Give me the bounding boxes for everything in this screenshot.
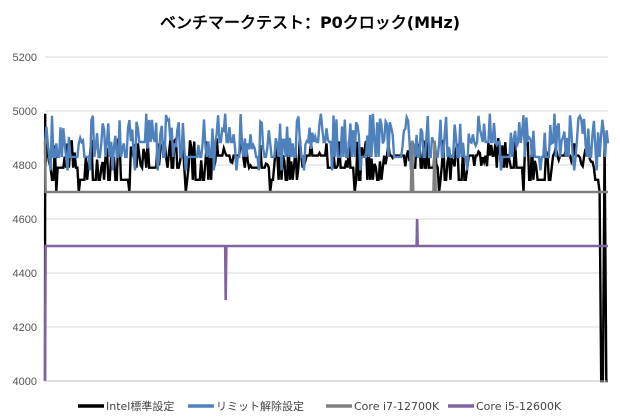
legend-item: Intel標準設定 (78, 399, 174, 413)
y-tick-label: 4200 (13, 322, 37, 334)
series-line (43, 113, 608, 383)
y-tick-label: 5000 (13, 106, 37, 118)
chart-title: ベンチマークテスト：P0クロック(MHz) (160, 13, 460, 32)
y-tick-label: 4400 (13, 268, 37, 280)
y-axis: 4000 4200 4400 4600 4800 5000 5200 (13, 52, 608, 388)
series-line (43, 112, 610, 171)
legend-item: リミット解除設定 (188, 399, 304, 413)
legend-label: リミット解除設定 (216, 399, 304, 413)
series-line (43, 218, 608, 382)
y-tick-label: 5200 (13, 52, 37, 64)
legend-label: Core i7-12700K (354, 400, 440, 413)
legend-item: Core i7-12700K (326, 400, 440, 413)
legend: Intel標準設定 リミット解除設定 Core i7-12700K Core i5-1… (78, 399, 562, 413)
legend-label: Core i5-12600K (476, 400, 562, 413)
y-tick-label: 4800 (13, 160, 37, 172)
y-tick-label: 4600 (13, 214, 37, 226)
legend-item: Core i5-12600K (448, 400, 562, 413)
y-tick-label: 4000 (13, 376, 37, 388)
grid (45, 56, 608, 382)
legend-label: Intel標準設定 (106, 399, 174, 413)
series-layer (43, 112, 610, 383)
series-line (43, 140, 608, 194)
